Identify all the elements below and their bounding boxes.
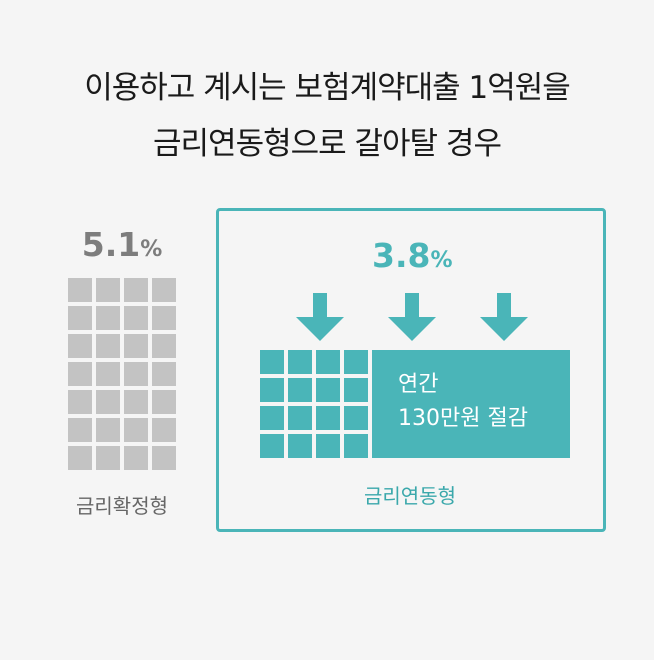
variable-rate-unit: % xyxy=(430,248,453,273)
block-cell xyxy=(68,334,92,358)
block-cell xyxy=(316,406,340,430)
headline: 이용하고 계시는 보험계약대출 1억원을 금리연동형으로 갈아탈 경우 xyxy=(0,60,654,172)
fixed-rate-value: 5.1% xyxy=(68,225,176,264)
headline-line-1: 이용하고 계시는 보험계약대출 1억원을 xyxy=(84,70,571,106)
block-cell xyxy=(260,406,284,430)
savings-amount: 130만원 절감 xyxy=(398,406,528,431)
block-cell xyxy=(152,446,176,470)
fixed-rate-label: 금리확정형 xyxy=(76,494,168,518)
block-cell xyxy=(96,390,120,414)
block-cell xyxy=(288,434,312,458)
block-cell xyxy=(96,334,120,358)
block-cell xyxy=(124,278,148,302)
block-cell xyxy=(316,350,340,374)
block-cell xyxy=(96,362,120,386)
variable-rate-blocks xyxy=(260,350,368,458)
fixed-rate-number: 5.1 xyxy=(81,225,141,264)
arrow-down-icon xyxy=(296,293,344,341)
block-cell xyxy=(260,350,284,374)
block-cell xyxy=(124,446,148,470)
block-cell xyxy=(316,434,340,458)
block-cell xyxy=(96,278,120,302)
block-cell xyxy=(344,434,368,458)
block-cell xyxy=(288,378,312,402)
block-cell xyxy=(344,350,368,374)
block-cell xyxy=(68,278,92,302)
savings-text: 연간 130만원 절감 xyxy=(398,368,528,436)
fixed-rate-blocks xyxy=(68,278,176,470)
variable-rate-value: 3.8% xyxy=(372,236,453,275)
arrow-down-icon xyxy=(480,293,528,341)
arrow-down-icon xyxy=(388,293,436,341)
block-cell xyxy=(124,334,148,358)
block-cell xyxy=(152,418,176,442)
block-cell xyxy=(152,334,176,358)
block-cell xyxy=(68,362,92,386)
block-cell xyxy=(152,362,176,386)
block-cell xyxy=(288,350,312,374)
headline-line-2: 금리연동형으로 갈아탈 경우 xyxy=(153,126,502,162)
block-cell xyxy=(344,378,368,402)
fixed-rate-section: 5.1% xyxy=(68,225,176,264)
variable-rate-number: 3.8 xyxy=(372,236,431,275)
block-cell xyxy=(68,446,92,470)
block-cell xyxy=(260,378,284,402)
block-cell xyxy=(124,306,148,330)
variable-rate-label: 금리연동형 xyxy=(364,484,456,508)
block-cell xyxy=(260,434,284,458)
block-cell xyxy=(316,378,340,402)
fixed-rate-unit: % xyxy=(140,237,163,262)
savings-block: 연간 130만원 절감 xyxy=(372,350,570,458)
block-cell xyxy=(152,278,176,302)
block-cell xyxy=(344,406,368,430)
block-cell xyxy=(68,390,92,414)
block-cell xyxy=(96,446,120,470)
block-cell xyxy=(96,418,120,442)
savings-period: 연간 xyxy=(398,372,439,397)
block-cell xyxy=(124,362,148,386)
block-cell xyxy=(124,418,148,442)
block-cell xyxy=(288,406,312,430)
block-cell xyxy=(152,306,176,330)
block-cell xyxy=(124,390,148,414)
block-cell xyxy=(68,306,92,330)
block-cell xyxy=(152,390,176,414)
block-cell xyxy=(96,306,120,330)
block-cell xyxy=(68,418,92,442)
